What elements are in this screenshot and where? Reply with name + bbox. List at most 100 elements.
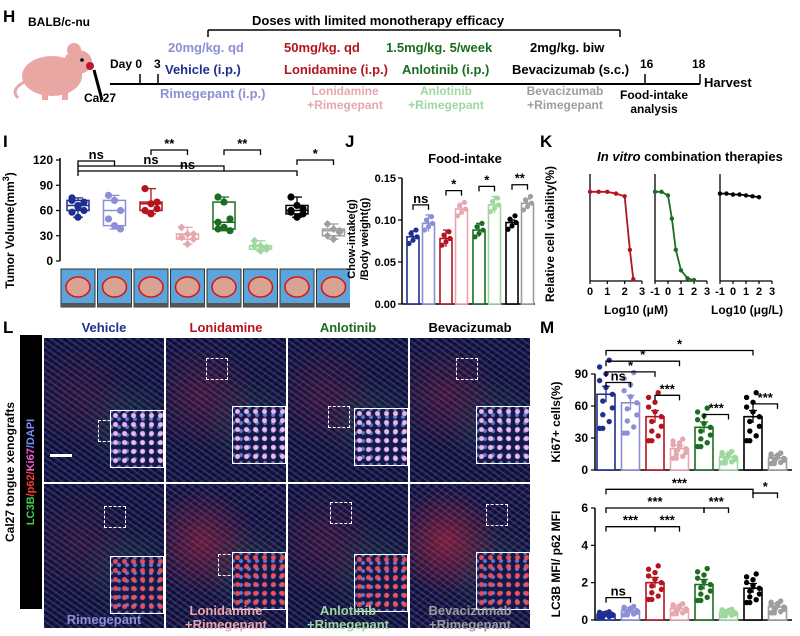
mbot-sig-2-label: ***: [647, 494, 663, 509]
j-point-1-4: [428, 214, 435, 220]
mtop-point-0-10: [596, 377, 603, 384]
limited-efficacy-label: Doses with limited monotherapy efficacy: [252, 13, 505, 28]
mtop-point-4-9: [707, 432, 714, 438]
mbot-point-1-8: [631, 603, 637, 610]
mtop-point-7-8: [778, 450, 784, 456]
micro-inset-1-1: [232, 552, 286, 610]
micro-image-0-0: [44, 338, 164, 482]
cell-viability-chart: In vitro combination therapies Relative c…: [543, 149, 783, 317]
i-point-2-2: [153, 205, 161, 213]
i-point-1-2: [116, 206, 125, 215]
k-point-1-5: [678, 268, 684, 273]
j-ytick-label-0: 0.00: [375, 299, 396, 311]
mbot-point-2-5: [645, 566, 652, 572]
i-sig-0-bracket: [77, 160, 116, 166]
dose-lonidamine: 50mg/kg. qd: [284, 40, 360, 55]
combo-bevacizumab-line1: Bevacizumab: [526, 84, 604, 98]
day-3-tick: 3: [154, 57, 161, 71]
i-point-7-0: [323, 219, 332, 228]
i-tumor-0: [65, 276, 91, 298]
mtop-ytick-label-3: 90: [575, 367, 589, 381]
mouse-strain-label: BALB/c-nu: [28, 15, 90, 29]
i-photo-base-7: [316, 303, 350, 307]
micro-inset-1-3: [476, 552, 530, 610]
j-title: Food-intake: [428, 151, 502, 166]
mtop-point-2-2: [652, 399, 658, 405]
mtop-point-3-7: [676, 444, 683, 450]
mtop-point-5-11: [722, 460, 728, 466]
k-y-label: Relative cell viability(%): [543, 166, 557, 302]
micro-inset-0-2: [354, 408, 408, 466]
mbot-point-4-1: [698, 585, 704, 591]
mtop-point-2-11: [649, 437, 655, 444]
mtop-ytick-label-0: 0: [581, 463, 588, 477]
mtop-point-2-3: [655, 433, 661, 439]
i-point-1-1: [110, 196, 119, 204]
i-point-5-5: [262, 243, 271, 252]
mtop-point-6-8: [753, 389, 759, 396]
i-point-3-4: [183, 240, 192, 249]
mbot-point-6-11: [747, 599, 753, 606]
i-point-7-3: [323, 231, 332, 240]
mbot-point-3-7: [676, 605, 683, 611]
k-xtick-label-1-0: -1: [650, 286, 660, 298]
i-photo-base-2: [134, 303, 168, 307]
mbot-point-6-10: [743, 579, 750, 586]
treatment-rimegepant: Rimegepant (i.p.): [160, 86, 266, 101]
micro-label-bev-rim: Bevacizumab +Rimegepant: [410, 604, 530, 632]
mbot-point-0-11: [600, 614, 606, 620]
i-sig-5-bracket: [296, 159, 335, 165]
i-point-0-6: [68, 194, 76, 202]
i-photo-base-1: [97, 303, 132, 307]
mtop-ytick-label-2: 60: [575, 399, 589, 413]
mbot-point-2-1: [649, 583, 655, 589]
mbot-sig-6-bracket: [605, 596, 632, 603]
i-point-2-0: [141, 185, 149, 193]
i-point-4-5: [226, 227, 234, 235]
mtop-point-1-7: [627, 394, 634, 400]
mtop-point-1-5: [621, 375, 627, 382]
mbot-point-4-2: [701, 572, 707, 578]
mbot-ytick-label-1: 2: [581, 576, 588, 590]
k-point-0-1: [596, 189, 601, 195]
treatment-lonidamine: Lonidamine (i.p.): [284, 62, 388, 77]
i-ytick-label-0: 0: [46, 254, 53, 268]
i-tumor-4: [211, 276, 237, 298]
mbot-point-7-11: [771, 610, 777, 616]
i-tumor-3: [174, 276, 201, 298]
i-sig-0-label: ns: [89, 147, 104, 162]
k-xtick-label-2-2: 1: [743, 286, 749, 298]
mbot-point-4-11: [698, 597, 704, 604]
i-sig-4-bracket: [223, 149, 262, 155]
j-point-4-2: [480, 227, 486, 233]
mtop-point-2-10: [645, 404, 652, 410]
j-point-4-1: [476, 230, 482, 237]
combo-anlotinib-line1: Anlotinib: [420, 84, 472, 98]
mbot-point-6-3: [753, 596, 759, 603]
k-point-2-4: [743, 193, 749, 198]
mbot-point-5-9: [732, 611, 738, 617]
j-point-5-4: [494, 195, 501, 201]
mtop-point-7-9: [781, 457, 787, 464]
k-point-2-2: [730, 192, 736, 197]
j-point-2-0: [439, 242, 445, 248]
i-photo-base-6: [280, 303, 314, 307]
mbot-point-2-6: [649, 590, 655, 596]
micro-image-0-2: [288, 338, 408, 482]
j-point-6-1: [509, 223, 515, 229]
mtop-sig-0-label: ns: [611, 369, 626, 384]
panel-l-letter: L: [3, 318, 14, 337]
mbot-point-6-2: [750, 576, 756, 583]
i-point-5-4: [256, 246, 265, 255]
mtop-point-1-8: [631, 369, 637, 376]
stain-p62: /p62/: [25, 471, 37, 497]
mtop-point-2-7: [652, 409, 658, 415]
k-point-0-5: [627, 247, 633, 252]
mtop-point-3-6: [673, 451, 679, 458]
panel-m-letter: M: [540, 318, 555, 337]
j-point-6-0: [505, 226, 511, 232]
mbot-point-4-8: [704, 565, 710, 572]
mtop-point-1-3: [631, 424, 637, 430]
mtop-point-4-11: [698, 443, 704, 450]
k-point-1-2: [665, 193, 671, 198]
